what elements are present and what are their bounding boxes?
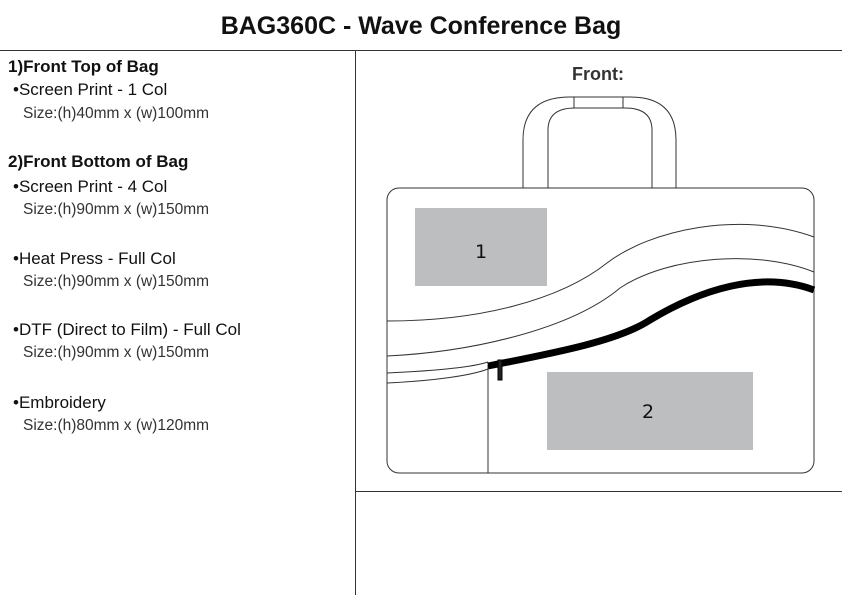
bag-body xyxy=(386,187,815,474)
handle-outer xyxy=(522,96,677,188)
print-size: Size:(h)40mm x (w)100mm xyxy=(23,105,210,122)
zipper-band xyxy=(487,278,816,370)
wave-line xyxy=(386,361,489,374)
print-method: •Embroidery xyxy=(13,393,106,412)
wave-line xyxy=(386,223,815,322)
print-size: Size:(h)90mm x (w)150mm xyxy=(23,344,210,361)
divider-vertical xyxy=(355,50,356,595)
divider-right xyxy=(355,491,842,492)
section-heading: 2)Front Bottom of Bag xyxy=(8,152,189,171)
print-area-1-label: 1 xyxy=(475,241,487,263)
handle-tab xyxy=(573,97,624,108)
print-size: Size:(h)80mm x (w)120mm xyxy=(23,417,210,434)
print-size: Size:(h)90mm x (w)150mm xyxy=(23,201,210,218)
print-method: •Screen Print - 1 Col xyxy=(13,80,168,99)
page-title: BAG360C - Wave Conference Bag xyxy=(220,12,622,40)
wave-line xyxy=(386,368,489,384)
print-size: Size:(h)90mm x (w)150mm xyxy=(23,273,210,290)
divider-top xyxy=(0,50,842,51)
section-heading: 1)Front Top of Bag xyxy=(8,57,159,76)
print-area-1 xyxy=(415,208,547,286)
print-area-2 xyxy=(547,372,753,450)
wave-line xyxy=(386,258,815,357)
view-label: Front: xyxy=(572,64,624,84)
zipper-pull-icon xyxy=(497,359,503,381)
print-method: •Screen Print - 4 Col xyxy=(13,177,168,196)
handle-inner xyxy=(547,107,653,188)
print-method: •Heat Press - Full Col xyxy=(13,249,176,268)
print-area-2-label: 2 xyxy=(642,401,654,423)
print-method: •DTF (Direct to Film) - Full Col xyxy=(13,320,241,339)
